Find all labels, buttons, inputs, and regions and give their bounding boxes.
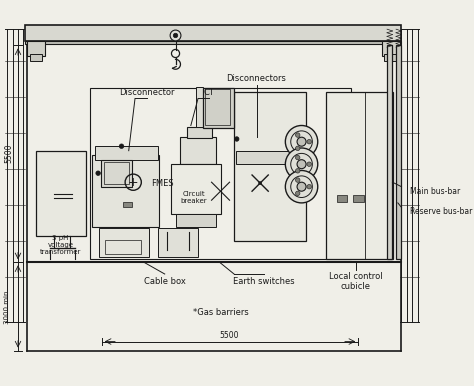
Bar xyxy=(175,214,216,227)
Bar xyxy=(101,160,132,187)
Circle shape xyxy=(295,191,300,196)
Text: 5500: 5500 xyxy=(4,144,13,163)
Circle shape xyxy=(173,33,178,38)
Bar xyxy=(387,46,392,259)
Bar xyxy=(90,88,351,259)
Text: Circuit
breaker: Circuit breaker xyxy=(180,191,207,204)
Circle shape xyxy=(285,148,318,180)
Text: *Gas barriers: *Gas barriers xyxy=(192,308,248,317)
Bar xyxy=(103,163,129,184)
Circle shape xyxy=(235,137,239,141)
Bar xyxy=(196,87,203,127)
Circle shape xyxy=(295,155,300,160)
Circle shape xyxy=(96,171,100,176)
Bar xyxy=(36,151,85,236)
Bar xyxy=(326,92,393,259)
Bar xyxy=(236,151,303,164)
Bar xyxy=(187,127,212,138)
Text: +: + xyxy=(128,176,138,189)
Bar xyxy=(27,41,45,56)
Bar xyxy=(234,92,306,241)
Circle shape xyxy=(297,160,306,169)
Text: Earth switches: Earth switches xyxy=(233,277,294,286)
Text: Reserve bus-bar: Reserve bus-bar xyxy=(410,207,473,217)
Bar xyxy=(337,195,347,202)
Bar xyxy=(30,54,42,61)
Circle shape xyxy=(285,171,318,203)
Circle shape xyxy=(295,178,300,182)
Text: 3 pH
voltage
transformer: 3 pH voltage transformer xyxy=(40,235,81,255)
Circle shape xyxy=(307,162,311,166)
Text: CT: CT xyxy=(203,88,214,96)
Circle shape xyxy=(285,125,318,158)
Bar xyxy=(25,41,401,44)
Bar xyxy=(157,228,198,257)
Circle shape xyxy=(295,146,300,151)
Circle shape xyxy=(295,133,300,137)
Circle shape xyxy=(119,144,124,149)
Bar xyxy=(25,25,401,41)
Circle shape xyxy=(295,169,300,173)
Circle shape xyxy=(307,139,311,144)
Bar xyxy=(353,195,364,202)
Circle shape xyxy=(297,137,306,146)
Text: Main bus-bar: Main bus-bar xyxy=(410,187,461,196)
Bar xyxy=(92,155,159,227)
Text: Disconnectors: Disconnectors xyxy=(227,74,286,83)
Text: Local control
cubicle: Local control cubicle xyxy=(329,271,383,291)
Bar xyxy=(202,88,234,128)
Circle shape xyxy=(297,182,306,191)
Bar xyxy=(382,41,400,56)
Bar xyxy=(180,137,216,164)
Bar xyxy=(396,46,401,259)
Bar xyxy=(94,146,157,160)
Text: 5500: 5500 xyxy=(220,331,239,340)
Circle shape xyxy=(170,30,181,41)
Text: 3000 min.: 3000 min. xyxy=(4,289,10,324)
Bar xyxy=(99,228,148,257)
Text: Cable box: Cable box xyxy=(144,277,186,286)
Text: FMES: FMES xyxy=(151,179,174,188)
Bar xyxy=(171,164,220,214)
Bar xyxy=(105,240,141,254)
Bar xyxy=(384,54,397,61)
Circle shape xyxy=(307,185,311,189)
Bar xyxy=(205,90,230,125)
Bar xyxy=(123,202,132,207)
Circle shape xyxy=(258,181,262,185)
Text: Disconnector: Disconnector xyxy=(119,88,174,96)
